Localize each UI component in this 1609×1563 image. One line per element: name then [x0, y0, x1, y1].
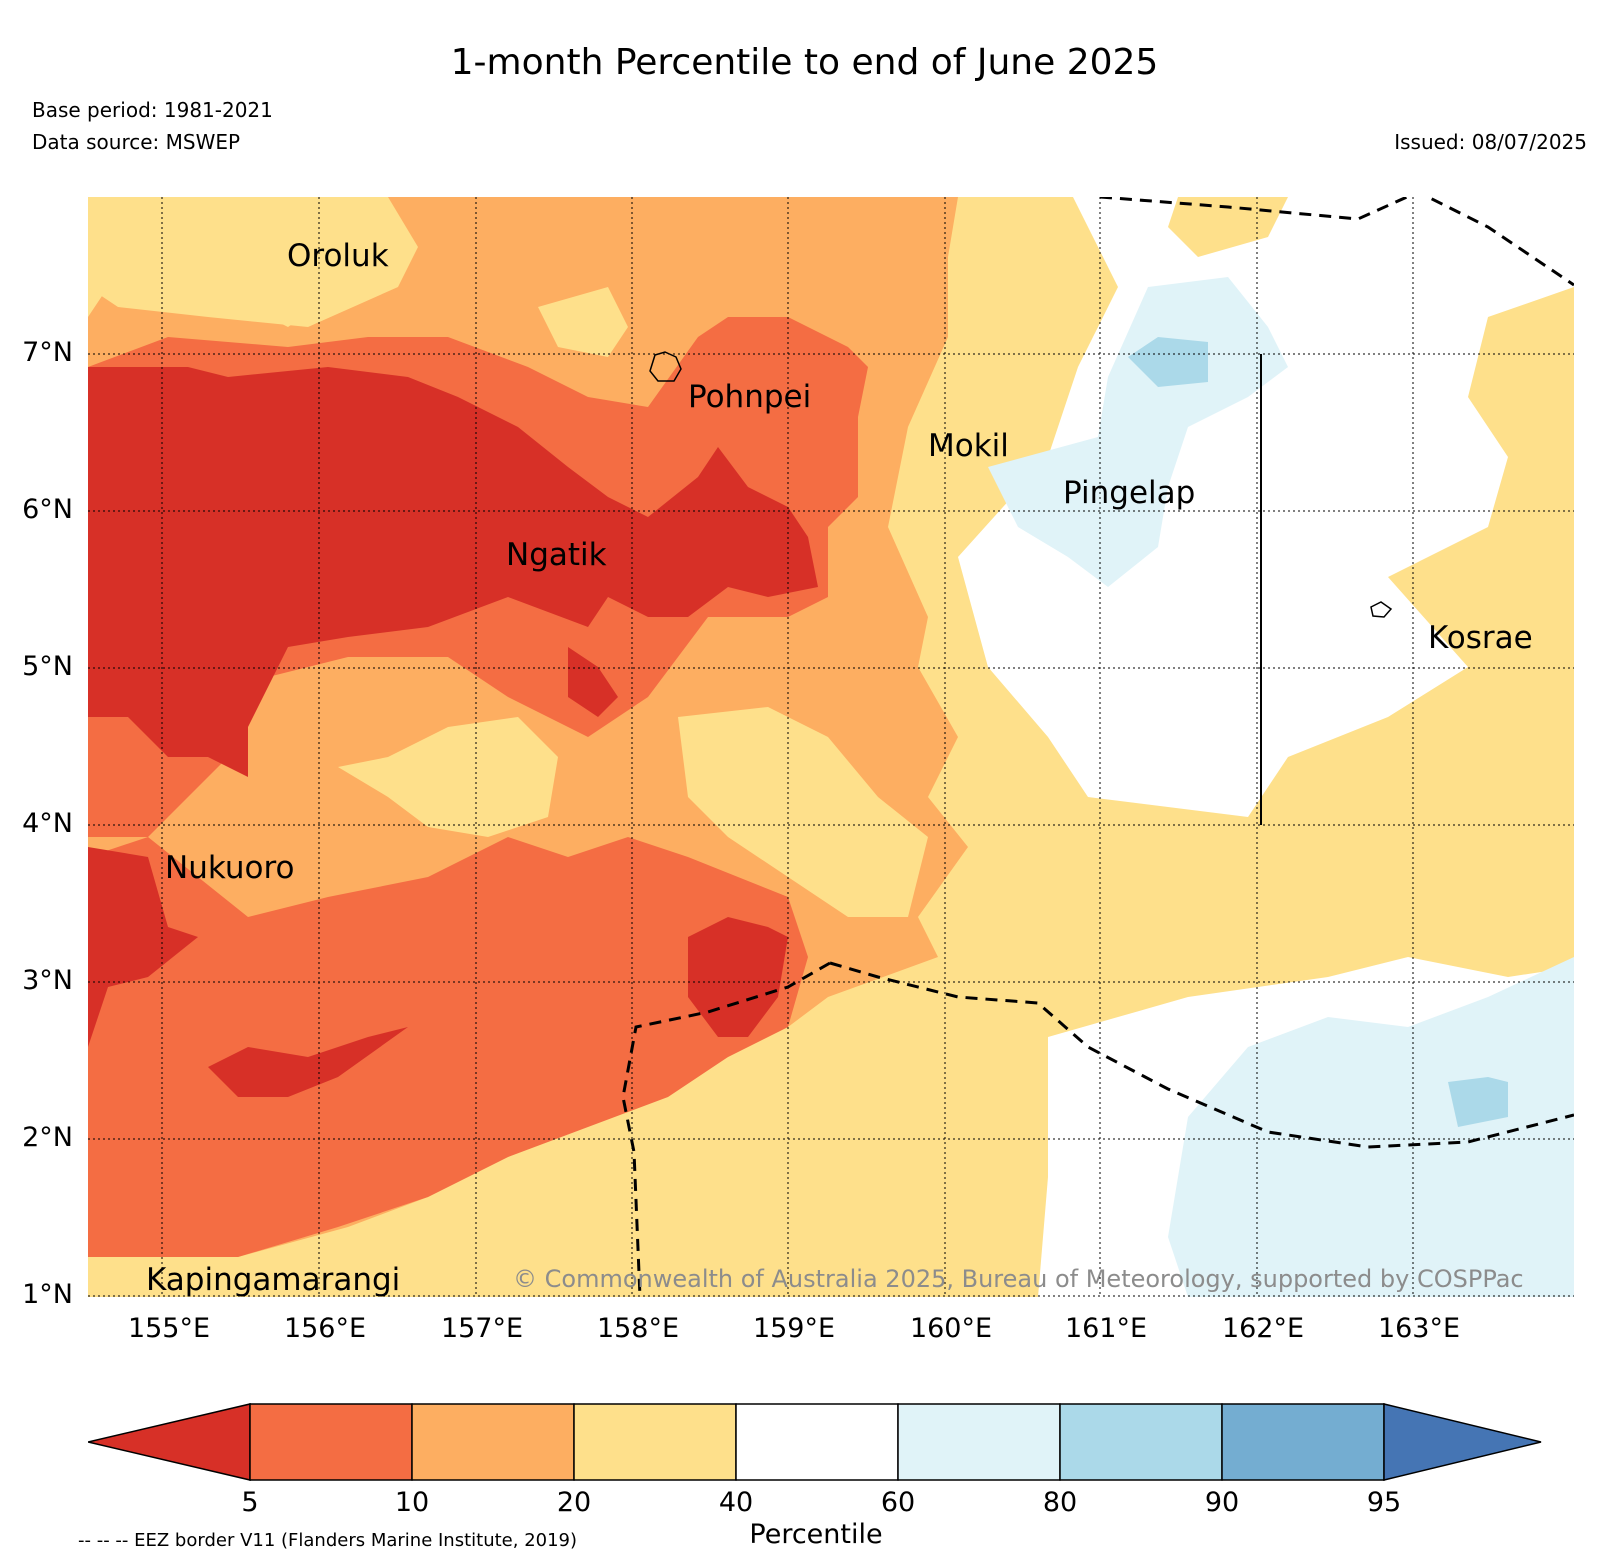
eez-borders: [621, 197, 1574, 1297]
lat-label-1: 1°N: [22, 1279, 73, 1310]
region-red-south: [688, 917, 788, 1037]
colorbar-tick-80: 80: [1042, 1487, 1078, 1518]
region-red-mid: [568, 647, 618, 717]
copyright-notice: © Commonwealth of Australia 2025, Bureau…: [513, 1265, 1524, 1293]
lon-label-163: 163°E: [1377, 1313, 1461, 1344]
lon-label-155: 155°E: [127, 1313, 211, 1344]
lat-label-4: 4°N: [22, 808, 73, 839]
colorbar-title: Percentile: [749, 1519, 883, 1550]
colorbar-segment-gt95: [1383, 1403, 1542, 1481]
region-blue-a: [1128, 337, 1208, 387]
lat-label-7: 7°N: [22, 337, 73, 368]
eez-legend-note: -- -- -- EEZ border V11 (Flanders Marine…: [78, 1530, 578, 1551]
lon-label-160: 160°E: [909, 1313, 993, 1344]
colorbar-segment-90-95: [1221, 1403, 1385, 1481]
lat-label-5: 5°N: [22, 651, 73, 682]
colorbar-segment-10-20: [411, 1403, 575, 1481]
place-label-ngatik: Ngatik: [506, 537, 607, 573]
gridlines: [88, 197, 1574, 1297]
data-source: Data source: MSWEP: [32, 130, 241, 154]
colorbar-tick-60: 60: [880, 1487, 916, 1518]
place-label-kapingamarangi: Kapingamarangi: [146, 1262, 401, 1298]
region-blue-b: [1448, 1077, 1508, 1127]
region-yellow-top: [538, 287, 628, 357]
colorbar-segment-40-60: [735, 1403, 899, 1481]
lon-label-159: 159°E: [752, 1313, 836, 1344]
region-darkorange-south: [88, 837, 808, 1257]
region-lightblue-south: [1168, 957, 1574, 1297]
lat-label-3: 3°N: [22, 965, 73, 996]
lat-label-2: 2°N: [22, 1122, 73, 1153]
lat-label-6: 6°N: [22, 494, 73, 525]
region-red-bottom: [208, 1027, 408, 1097]
colorbar-tick-90: 90: [1204, 1487, 1240, 1518]
lon-label-156: 156°E: [283, 1313, 367, 1344]
colorbar-graphic: [87, 1403, 1542, 1481]
lon-label-161: 161°E: [1064, 1313, 1148, 1344]
region-red-sw: [88, 847, 198, 1047]
colorbar-tick-10: 10: [394, 1487, 430, 1518]
region-yellow-mid2: [678, 707, 928, 917]
issued-date: Issued: 08/07/2025: [1394, 130, 1587, 154]
place-label-nukuoro: Nukuoro: [165, 850, 295, 886]
region-white-north-a: [1168, 197, 1288, 257]
colorbar-segment-60-80: [897, 1403, 1061, 1481]
map-title: 1-month Percentile to end of June 2025: [450, 42, 1159, 83]
colorbar-tick-95: 95: [1366, 1487, 1402, 1518]
place-label-oroluk: Oroluk: [287, 238, 389, 274]
colorbar-tick-40: 40: [718, 1487, 754, 1518]
region-red-main: [88, 367, 818, 777]
place-label-kosrae: Kosrae: [1428, 620, 1533, 656]
lon-label-162: 162°E: [1221, 1313, 1305, 1344]
colorbar-segment-20-40: [573, 1403, 737, 1481]
region-yellow-mid: [338, 717, 558, 837]
colorbar-segment-lt5: [87, 1403, 251, 1481]
region-white-east: [958, 197, 1574, 817]
kosrae-island: [1370, 601, 1393, 618]
place-label-pingelap: Pingelap: [1063, 475, 1196, 511]
lon-label-157: 157°E: [440, 1313, 524, 1344]
colorbar: [87, 1402, 1543, 1482]
pohnpei-island: [649, 351, 682, 382]
place-label-pohnpei: Pohnpei: [688, 379, 812, 415]
colorbar-segment-80-90: [1059, 1403, 1223, 1481]
place-label-mokil: Mokil: [928, 428, 1009, 464]
percentile-map: [88, 197, 1574, 1297]
map-canvas: [88, 197, 1574, 1297]
region-yellow-nw: [88, 197, 418, 327]
lon-label-158: 158°E: [596, 1313, 680, 1344]
base-period: Base period: 1981-2021: [32, 98, 273, 122]
colorbar-segment-5-10: [249, 1403, 413, 1481]
colorbar-tick-20: 20: [556, 1487, 592, 1518]
colorbar-tick-5: 5: [241, 1487, 259, 1518]
